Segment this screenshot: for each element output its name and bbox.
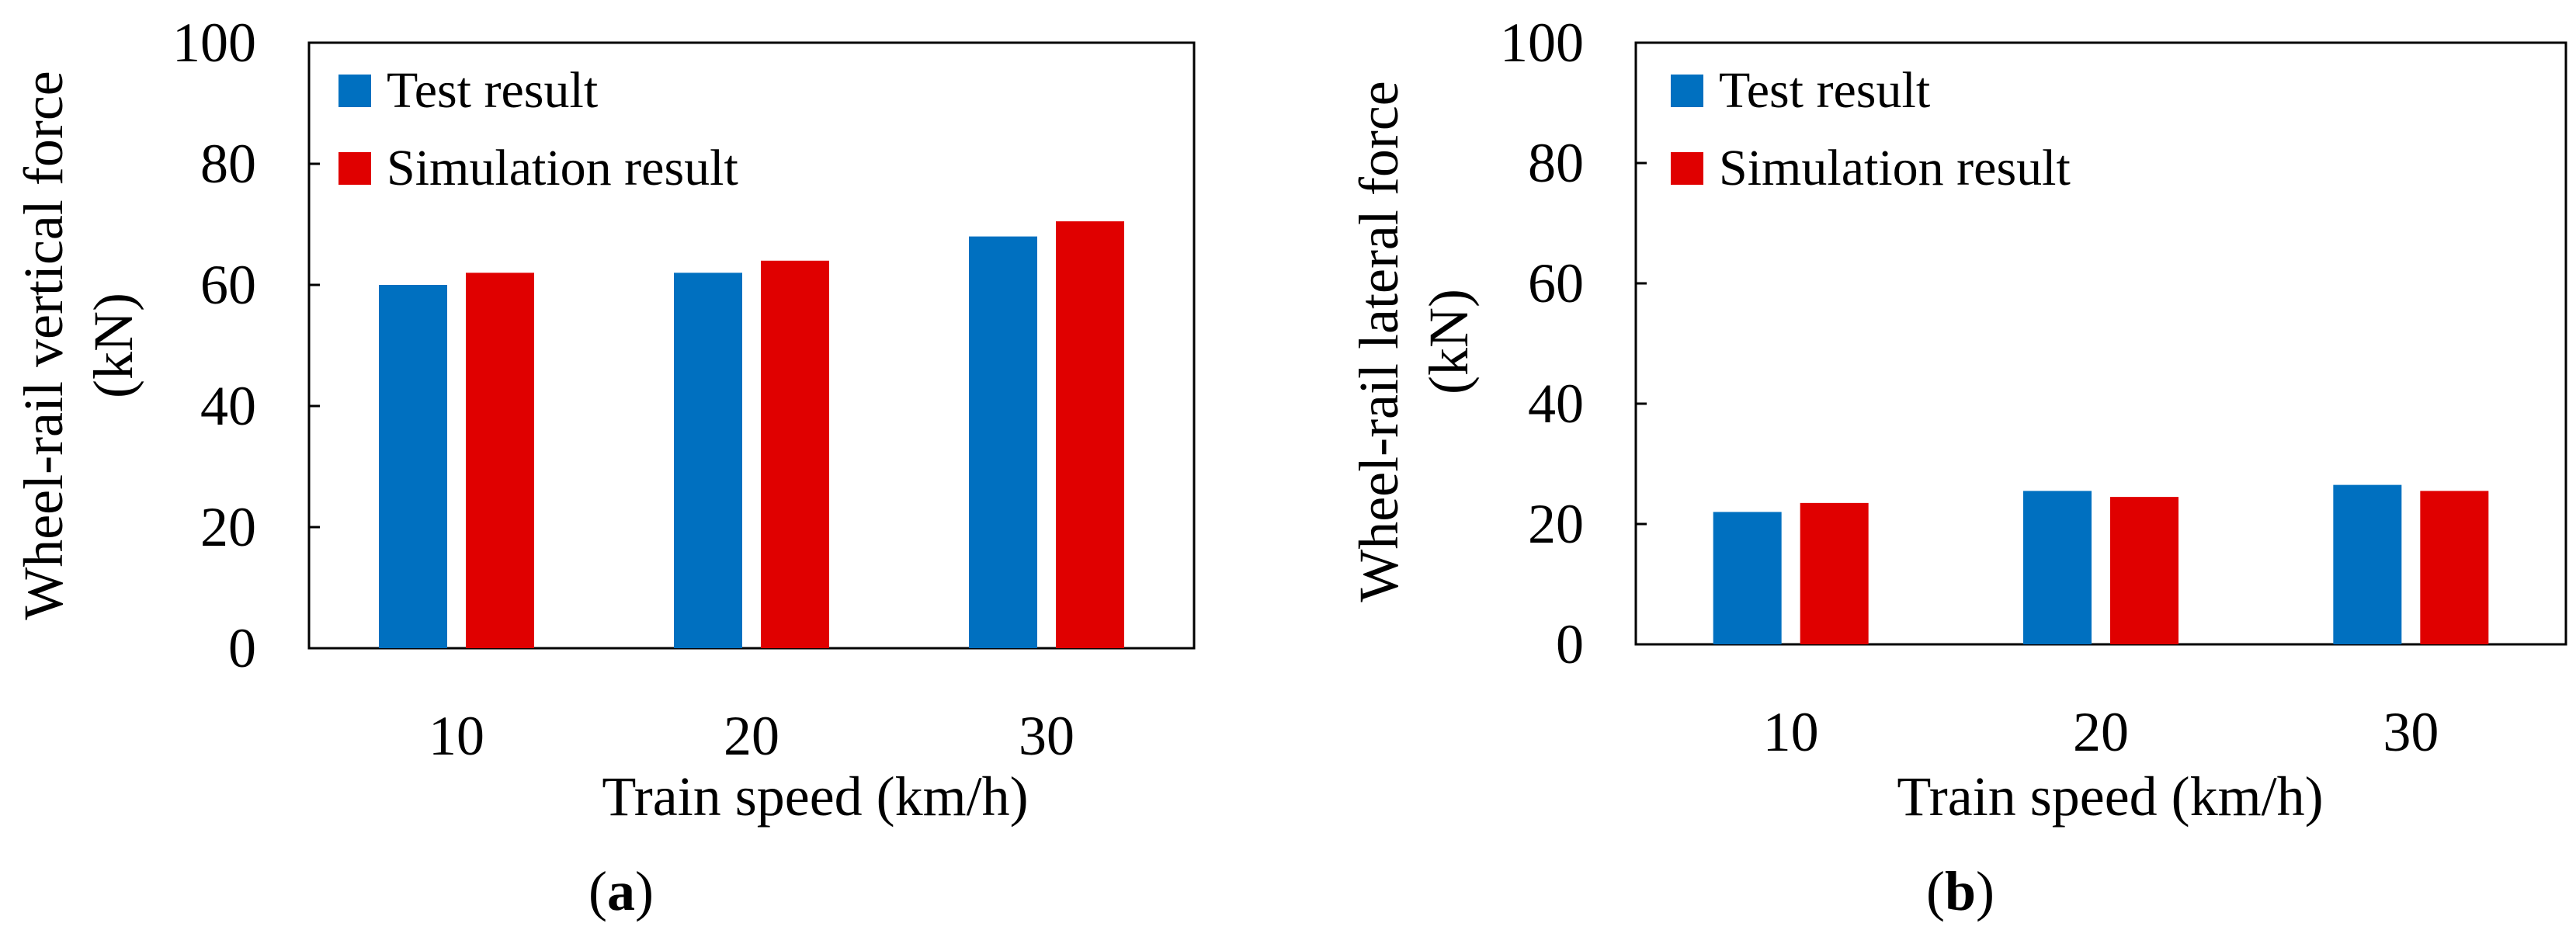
legend-label-simulation: Simulation result: [1719, 140, 2071, 196]
x-axis-ticks: 10 20 30: [1763, 701, 2439, 763]
bar-simulation-30: [2420, 491, 2489, 644]
bar-simulation-10: [1800, 502, 1869, 644]
bar-test-30: [969, 236, 1037, 649]
y-tick-label: 0: [1556, 613, 1584, 675]
bar-test-20: [674, 272, 742, 648]
bars: [379, 221, 1124, 649]
x-axis-label: Train speed (km/h): [1897, 765, 2323, 828]
bar-simulation-20: [761, 260, 829, 648]
panel-a: 0 20 40 60 80 100 10 20 30 Test result Simulati…: [12, 12, 1196, 922]
y-tick-label: 100: [172, 12, 256, 74]
legend-swatch-simulation: [1671, 152, 1703, 185]
y-axis-label: Wheel-rail lateral force: [1348, 81, 1410, 602]
bar-simulation-20: [2110, 497, 2178, 644]
bar-test-10: [379, 285, 447, 648]
plot-frame: [307, 41, 1196, 650]
y-tick-label: 0: [228, 617, 256, 679]
y-tick-label: 60: [1528, 252, 1584, 314]
legend-swatch-simulation: [338, 152, 371, 185]
y-tick-label: 60: [200, 254, 256, 316]
y-tick-label: 40: [200, 375, 256, 437]
y-tick-label: 40: [1528, 373, 1584, 435]
y-tick-label: 80: [200, 133, 256, 195]
bar-test-30: [2333, 484, 2402, 644]
panel-label-b: (b): [1926, 860, 1994, 922]
bar-test-20: [2023, 491, 2092, 644]
bars: [1713, 484, 2489, 644]
y-axis-label: Wheel-rail vertical force: [12, 71, 75, 620]
legend-label-test: Test result: [1719, 62, 1930, 119]
legend-label-simulation: Simulation result: [387, 140, 738, 196]
bar-simulation-30: [1056, 221, 1124, 649]
legend-label-test: Test result: [387, 62, 598, 119]
panel-label-a: (a): [588, 860, 654, 922]
legend-swatch-test: [1671, 75, 1703, 107]
y-axis-ticks: 0 20 40 60 80 100: [1500, 12, 1647, 675]
x-tick-label: 10: [429, 705, 484, 767]
y-axis-label-unit: (kN): [1418, 289, 1480, 394]
bar-test-10: [1713, 512, 1782, 644]
x-tick-label: 20: [724, 705, 779, 767]
y-tick-label: 20: [1528, 493, 1584, 555]
x-tick-label: 30: [1019, 705, 1074, 767]
x-tick-label: 30: [2383, 701, 2439, 763]
plot-frame: [1634, 41, 2567, 646]
x-axis-label: Train speed (km/h): [602, 765, 1028, 828]
legend: Test result Simulation result: [1671, 62, 2071, 196]
panel-b: 0 20 40 60 80 100 10 20 30 Test result Simulati…: [1348, 12, 2567, 922]
y-tick-label: 20: [200, 496, 256, 558]
legend: Test result Simulation result: [338, 62, 738, 196]
x-axis-ticks: 10 20 30: [429, 705, 1074, 767]
legend-swatch-test: [338, 75, 371, 107]
x-tick-label: 20: [2073, 701, 2129, 763]
y-tick-label: 80: [1528, 132, 1584, 194]
bar-simulation-10: [466, 272, 534, 648]
y-tick-label: 100: [1500, 12, 1584, 74]
x-tick-label: 10: [1763, 701, 1819, 763]
y-axis-ticks: 0 20 40 60 80 100: [172, 12, 320, 679]
y-axis-label-unit: (kN): [82, 293, 144, 398]
